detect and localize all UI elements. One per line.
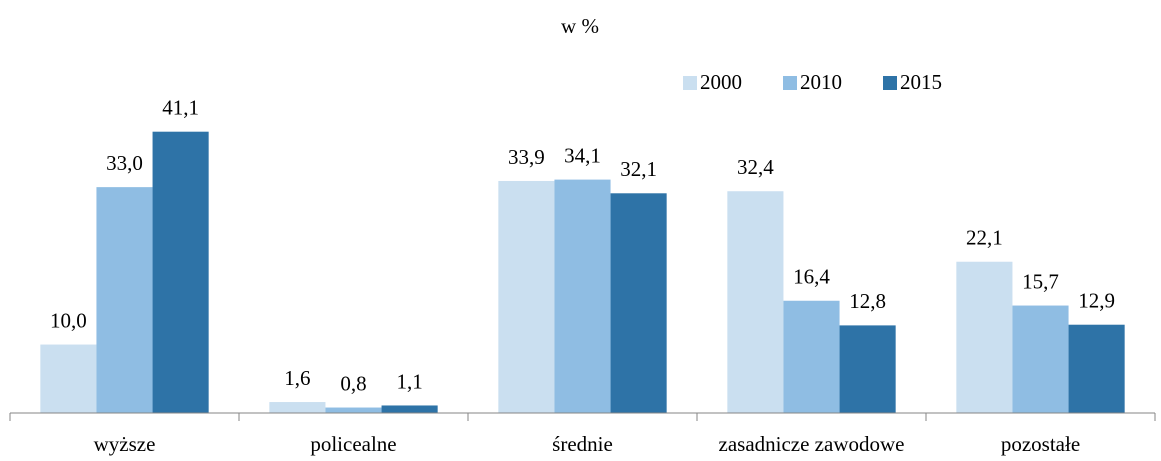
value-label: 32,1 bbox=[620, 157, 657, 181]
chart-title: w % bbox=[561, 14, 599, 38]
value-label: 33,0 bbox=[106, 151, 143, 175]
legend-label: 2010 bbox=[800, 70, 842, 94]
legend-label: 2015 bbox=[900, 70, 942, 94]
bar bbox=[839, 325, 896, 413]
value-label: 34,1 bbox=[564, 143, 601, 167]
bar bbox=[269, 402, 326, 413]
value-label: 12,8 bbox=[849, 289, 886, 313]
legend-swatch bbox=[783, 76, 797, 90]
bar bbox=[40, 344, 97, 413]
x-tick-label: wyższe bbox=[94, 432, 156, 456]
value-label: 1,1 bbox=[396, 369, 422, 393]
value-label: 10,0 bbox=[50, 308, 87, 332]
value-label: 16,4 bbox=[793, 265, 830, 289]
bar bbox=[381, 405, 438, 413]
value-label: 22,1 bbox=[966, 226, 1003, 250]
value-label: 33,9 bbox=[508, 145, 545, 169]
value-label: 12,9 bbox=[1078, 289, 1115, 313]
bar bbox=[610, 193, 667, 413]
bar bbox=[1068, 324, 1125, 413]
value-label: 1,6 bbox=[284, 366, 310, 390]
bar bbox=[554, 179, 611, 413]
x-tick-label: zasadnicze zawodowe bbox=[719, 432, 905, 456]
bar bbox=[152, 131, 209, 413]
bar bbox=[956, 261, 1013, 413]
bar bbox=[498, 180, 555, 413]
bar bbox=[783, 300, 840, 413]
x-tick-label: średnie bbox=[552, 432, 613, 456]
x-tick-label: pozostałe bbox=[1001, 432, 1080, 456]
value-label: 32,4 bbox=[737, 155, 774, 179]
x-tick-label: policealne bbox=[310, 432, 396, 456]
legend-swatch bbox=[683, 76, 697, 90]
bar bbox=[325, 407, 382, 413]
bar bbox=[96, 187, 153, 413]
bar bbox=[1012, 305, 1069, 413]
value-label: 15,7 bbox=[1022, 269, 1059, 293]
bar bbox=[727, 191, 784, 413]
value-label: 41,1 bbox=[162, 96, 199, 120]
legend-label: 2000 bbox=[700, 70, 742, 94]
value-label: 0,8 bbox=[340, 371, 366, 395]
legend-swatch bbox=[883, 76, 897, 90]
